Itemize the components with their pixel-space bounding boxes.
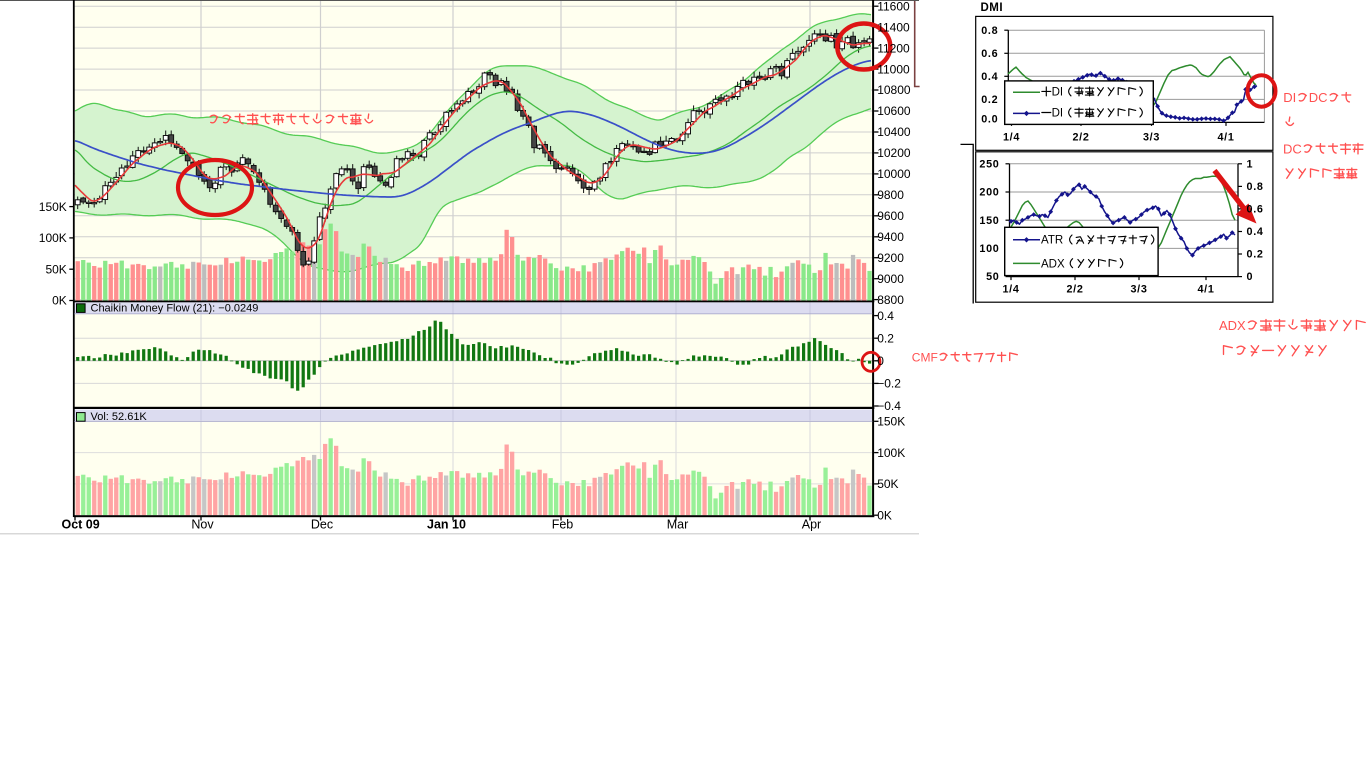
svg-text:150K: 150K [877, 415, 905, 429]
svg-text:0.8: 0.8 [1247, 181, 1264, 193]
svg-text:9200: 9200 [877, 251, 904, 265]
svg-text:1: 1 [1247, 158, 1254, 170]
svg-text:Nov: Nov [191, 518, 214, 532]
svg-text:10400: 10400 [877, 125, 911, 139]
svg-text:11400: 11400 [877, 20, 910, 34]
svg-text:10000: 10000 [877, 167, 911, 181]
svg-text:DC: DC [1309, 90, 1328, 105]
svg-text:DMI: DMI [981, 2, 1004, 14]
svg-text:DI: DI [1052, 108, 1064, 120]
svg-text:0K: 0K [877, 508, 892, 522]
svg-text:8800: 8800 [877, 293, 904, 307]
svg-text:Dec: Dec [311, 518, 333, 532]
svg-text:9800: 9800 [877, 188, 904, 202]
svg-text:ATR: ATR [1041, 235, 1063, 247]
svg-text:100K: 100K [39, 231, 67, 245]
svg-text:Jan 10: Jan 10 [427, 518, 466, 532]
svg-text:4/1: 4/1 [1217, 132, 1234, 144]
svg-text:9000: 9000 [877, 272, 904, 286]
svg-text:Chaikin Money Flow (21): −0.02: Chaikin Money Flow (21): −0.0249 [91, 303, 259, 315]
svg-text:0.4: 0.4 [981, 71, 998, 83]
svg-text:3/3: 3/3 [1130, 284, 1147, 296]
svg-text:0.2: 0.2 [981, 94, 998, 106]
svg-text:150K: 150K [39, 200, 67, 214]
svg-text:11200: 11200 [877, 41, 910, 55]
svg-text:9400: 9400 [877, 230, 904, 244]
svg-text:Apr: Apr [802, 518, 821, 532]
svg-text:1/4: 1/4 [1003, 132, 1020, 144]
svg-text:DI: DI [1052, 87, 1064, 99]
svg-text:0.2: 0.2 [1247, 249, 1264, 261]
svg-text:0.2: 0.2 [877, 331, 894, 345]
svg-text:0.4: 0.4 [1247, 226, 1264, 238]
svg-text:CMF: CMF [912, 350, 938, 364]
svg-text:2/2: 2/2 [1072, 132, 1089, 144]
svg-text:0.0: 0.0 [981, 114, 998, 126]
svg-text:10600: 10600 [877, 104, 911, 118]
svg-text:0K: 0K [52, 294, 67, 308]
svg-text:100K: 100K [877, 446, 905, 460]
svg-text:Mar: Mar [667, 518, 689, 532]
svg-text:Oct 09: Oct 09 [62, 518, 100, 532]
svg-text:ADX: ADX [1041, 258, 1065, 270]
svg-text:10200: 10200 [877, 146, 911, 160]
svg-text:250: 250 [979, 158, 999, 170]
svg-text:DI: DI [1283, 90, 1296, 105]
svg-text:0: 0 [877, 354, 884, 368]
svg-text:Vol: 52.61K: Vol: 52.61K [91, 411, 148, 423]
svg-text:ADX: ADX [1219, 318, 1246, 333]
svg-text:−0.4: −0.4 [877, 399, 901, 413]
svg-text:0.6: 0.6 [981, 48, 998, 60]
svg-text:0.6: 0.6 [1247, 204, 1264, 216]
svg-text:11000: 11000 [877, 62, 910, 76]
svg-text:Feb: Feb [552, 518, 574, 532]
svg-text:100: 100 [979, 243, 999, 255]
svg-text:2/2: 2/2 [1066, 284, 1083, 296]
svg-text:0: 0 [1247, 271, 1254, 283]
svg-text:10800: 10800 [877, 83, 911, 97]
svg-text:150: 150 [979, 215, 999, 227]
svg-text:1/4: 1/4 [1002, 284, 1019, 296]
svg-text:DC: DC [1283, 141, 1302, 156]
svg-text:4/1: 4/1 [1197, 284, 1214, 296]
svg-text:0.4: 0.4 [877, 309, 894, 323]
svg-text:−0.2: −0.2 [877, 377, 901, 391]
svg-text:9600: 9600 [877, 209, 904, 223]
svg-text:3/3: 3/3 [1143, 132, 1160, 144]
svg-text:50K: 50K [45, 262, 66, 276]
svg-text:0.8: 0.8 [981, 25, 998, 37]
svg-text:50: 50 [986, 271, 999, 283]
svg-text:50K: 50K [877, 477, 898, 491]
svg-text:200: 200 [979, 187, 999, 199]
svg-text:11600: 11600 [877, 0, 910, 13]
